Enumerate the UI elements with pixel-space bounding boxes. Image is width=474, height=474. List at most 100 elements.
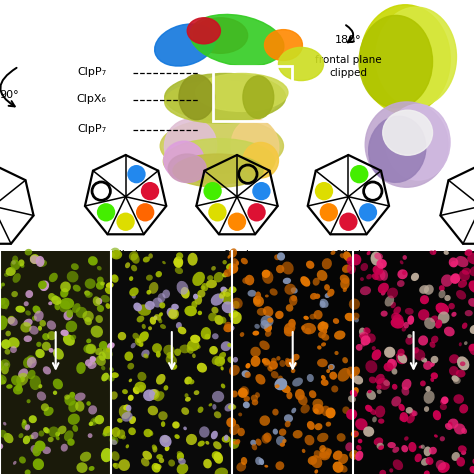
Ellipse shape <box>6 267 16 276</box>
Ellipse shape <box>131 253 140 264</box>
Ellipse shape <box>158 319 162 323</box>
Ellipse shape <box>262 434 270 444</box>
Ellipse shape <box>365 405 373 412</box>
Ellipse shape <box>449 354 459 364</box>
Ellipse shape <box>223 289 231 297</box>
Ellipse shape <box>36 256 45 267</box>
Ellipse shape <box>393 306 401 314</box>
Ellipse shape <box>224 269 232 277</box>
Ellipse shape <box>38 384 42 388</box>
Ellipse shape <box>264 360 271 366</box>
Ellipse shape <box>38 326 42 331</box>
Ellipse shape <box>129 251 138 261</box>
Ellipse shape <box>220 287 227 292</box>
Ellipse shape <box>270 288 278 296</box>
Ellipse shape <box>351 454 356 457</box>
Ellipse shape <box>44 407 54 416</box>
Ellipse shape <box>228 343 232 347</box>
Text: ClpP₇: ClpP₇ <box>78 124 107 134</box>
Ellipse shape <box>285 358 289 363</box>
Ellipse shape <box>284 283 296 295</box>
Ellipse shape <box>289 295 298 306</box>
Ellipse shape <box>343 287 347 292</box>
Ellipse shape <box>11 260 16 264</box>
Ellipse shape <box>112 427 120 437</box>
Ellipse shape <box>370 409 376 415</box>
Ellipse shape <box>85 359 92 366</box>
Ellipse shape <box>53 348 64 360</box>
Ellipse shape <box>103 346 108 350</box>
Ellipse shape <box>181 407 189 415</box>
Ellipse shape <box>12 255 18 263</box>
Ellipse shape <box>4 273 9 277</box>
Ellipse shape <box>426 457 433 465</box>
Ellipse shape <box>458 280 467 288</box>
Ellipse shape <box>1 283 5 286</box>
Ellipse shape <box>111 274 118 283</box>
Ellipse shape <box>143 390 155 401</box>
Ellipse shape <box>324 284 330 291</box>
Ellipse shape <box>164 141 204 179</box>
Ellipse shape <box>135 382 146 392</box>
Ellipse shape <box>468 281 474 293</box>
Ellipse shape <box>391 318 404 328</box>
Ellipse shape <box>41 283 48 291</box>
Ellipse shape <box>267 366 273 372</box>
Ellipse shape <box>97 266 101 271</box>
Ellipse shape <box>20 263 25 268</box>
Ellipse shape <box>27 370 36 379</box>
Ellipse shape <box>63 334 75 346</box>
Ellipse shape <box>73 425 78 432</box>
Ellipse shape <box>164 385 168 391</box>
Ellipse shape <box>433 250 437 255</box>
Ellipse shape <box>10 346 17 353</box>
Ellipse shape <box>27 399 31 403</box>
Ellipse shape <box>66 310 73 318</box>
Ellipse shape <box>8 337 19 348</box>
Ellipse shape <box>10 260 20 270</box>
Ellipse shape <box>158 411 168 420</box>
Ellipse shape <box>149 430 153 436</box>
Ellipse shape <box>152 343 162 353</box>
Ellipse shape <box>145 301 155 310</box>
Ellipse shape <box>88 362 97 369</box>
Ellipse shape <box>75 401 84 411</box>
Ellipse shape <box>13 385 23 394</box>
Ellipse shape <box>372 346 376 350</box>
Ellipse shape <box>374 253 383 260</box>
Ellipse shape <box>313 408 319 414</box>
Ellipse shape <box>97 305 104 312</box>
Ellipse shape <box>142 451 152 460</box>
Ellipse shape <box>159 312 163 317</box>
Ellipse shape <box>262 359 266 363</box>
Ellipse shape <box>261 315 273 327</box>
Ellipse shape <box>339 465 347 473</box>
Ellipse shape <box>208 313 217 321</box>
Ellipse shape <box>352 366 360 375</box>
Ellipse shape <box>93 296 100 306</box>
Ellipse shape <box>3 304 8 310</box>
Ellipse shape <box>153 298 163 308</box>
Ellipse shape <box>92 419 96 422</box>
Ellipse shape <box>43 427 49 433</box>
Text: ClpX₆: ClpX₆ <box>77 94 107 104</box>
Ellipse shape <box>447 422 453 428</box>
Circle shape <box>117 212 135 231</box>
Circle shape <box>97 203 115 221</box>
Ellipse shape <box>305 328 311 334</box>
Ellipse shape <box>345 442 354 451</box>
Ellipse shape <box>377 389 382 394</box>
Ellipse shape <box>402 255 407 260</box>
Ellipse shape <box>400 416 404 421</box>
Ellipse shape <box>228 404 236 410</box>
Ellipse shape <box>456 290 466 300</box>
Ellipse shape <box>425 386 431 392</box>
Ellipse shape <box>282 439 287 443</box>
Ellipse shape <box>387 442 396 448</box>
Ellipse shape <box>207 275 213 281</box>
Ellipse shape <box>0 360 4 371</box>
Ellipse shape <box>211 307 219 314</box>
Ellipse shape <box>376 259 387 269</box>
Ellipse shape <box>165 81 276 123</box>
Ellipse shape <box>440 436 445 441</box>
